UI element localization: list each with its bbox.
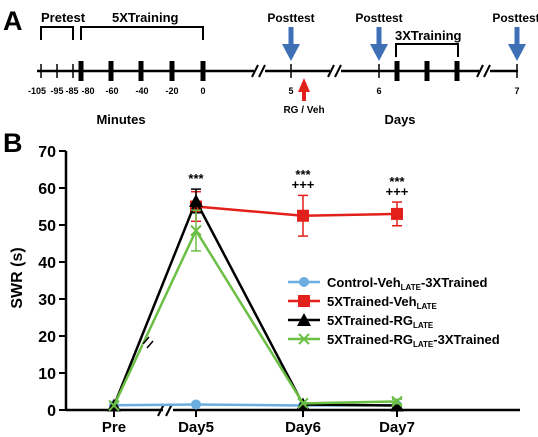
y-tick-label: 20: [38, 329, 56, 346]
drug-injection-arrow: RG / Veh: [283, 78, 325, 116]
significance-mark: ***: [188, 171, 204, 186]
x-tick-label: Day6: [285, 419, 321, 436]
tick-label: -40: [135, 86, 148, 96]
data-point: [391, 207, 403, 220]
significance-mark: ***: [389, 174, 405, 189]
tick-label: 7: [514, 86, 519, 96]
tick-label: -80: [81, 86, 94, 96]
posttest-arrow-day6: Posttest: [355, 11, 403, 61]
series-1: [190, 190, 403, 237]
legend-marker: [299, 277, 309, 287]
line-break-gap: [142, 336, 154, 348]
legend-label: 5XTrained-RGLATE: [327, 313, 434, 330]
data-point: [108, 399, 120, 412]
y-tick-label: 70: [38, 144, 56, 161]
retraining-label: 3XTraining: [395, 28, 462, 43]
legend-marker: [298, 295, 310, 307]
series-line: [112, 227, 398, 407]
tick-label: 0: [200, 86, 205, 96]
tick-label: -20: [165, 86, 178, 96]
significance-mark: +++: [292, 177, 315, 192]
legend-label: Control-VehLATE-3XTrained: [327, 275, 487, 292]
x-tick-label: Day5: [178, 419, 214, 436]
significance-annotations: *** ***+++ ***+++: [188, 167, 408, 199]
posttest-label: Posttest: [355, 11, 402, 25]
x-tick-label: Pre: [102, 419, 126, 436]
line-break-mark: [146, 340, 154, 349]
posttest-label: Posttest: [492, 11, 538, 25]
x-marker-stroke: [190, 224, 202, 237]
panel-a-label: A: [3, 6, 23, 36]
x-axis-break-mark: [165, 403, 173, 417]
timeline-day-labels: 5 6 7: [288, 86, 519, 96]
timeline-panel: Pretest 5XTraining 3XTraining: [28, 10, 538, 127]
legend: Control-VehLATE-3XTrained 5XTrained-VehLA…: [288, 275, 500, 349]
y-ticks: 0 10 20 30 40 50 60 70: [38, 144, 66, 420]
significance-mark: +++: [386, 184, 409, 199]
series-line: [112, 197, 398, 407]
legend-marker: [298, 333, 310, 345]
legend-marker: [297, 313, 311, 326]
y-axis-label: SWR (s): [9, 247, 26, 308]
posttest-arrow-day5: Posttest: [267, 11, 315, 61]
timeline-break: [251, 64, 491, 78]
y-tick-label: 40: [38, 255, 56, 272]
y-tick-label: 60: [38, 181, 56, 198]
data-point: [297, 209, 309, 222]
retraining-bracket: [395, 43, 459, 57]
tick-label: -95: [50, 86, 63, 96]
legend-label: 5XTrained-VehLATE: [327, 294, 438, 311]
data-point: [391, 395, 403, 408]
timeline-minute-labels: -105 -95 -85 -80 -60 -40 -20 0: [28, 86, 206, 96]
pretest-label: Pretest: [41, 10, 86, 25]
data-point: [297, 397, 309, 410]
posttest-label: Posttest: [267, 11, 314, 25]
x-marker-stroke: [108, 399, 120, 412]
tick-label: 5: [288, 86, 293, 96]
x-marker-stroke: [298, 333, 310, 345]
y-tick-label: 30: [38, 292, 56, 309]
timeline-session-ticks: [78, 61, 460, 81]
series-3: [108, 209, 403, 412]
legend-label: 5XTrained-RGLATE-3XTrained: [327, 332, 500, 349]
x-tick-label: Day7: [379, 419, 415, 436]
x-ticks: Pre Day5 Day6 Day7: [102, 410, 415, 436]
line-break-mark: [142, 336, 150, 345]
drug-label: RG / Veh: [283, 105, 324, 116]
minutes-label: Minutes: [96, 112, 145, 127]
training-label: 5XTraining: [112, 10, 179, 25]
data-point: [189, 193, 203, 207]
tick-label: -85: [65, 86, 78, 96]
x-axis-break-mark: [157, 403, 165, 417]
tick-label: 6: [376, 86, 381, 96]
x-marker-stroke: [297, 397, 309, 410]
y-tick-label: 10: [38, 366, 56, 383]
days-label: Days: [384, 112, 415, 127]
significance-mark: ***: [295, 167, 311, 182]
panel-b-label: B: [3, 128, 23, 158]
timeline-minor-ticks: [40, 64, 518, 78]
series-line: [195, 205, 398, 218]
series-layer: [107, 188, 404, 412]
y-tick-label: 50: [38, 218, 56, 235]
data-point: [390, 398, 404, 412]
data-point: [191, 399, 201, 410]
data-point: [190, 224, 202, 237]
y-tick-label: 0: [47, 403, 56, 420]
tick-label: -60: [105, 86, 118, 96]
pretest-bracket: [40, 26, 74, 40]
x-marker-stroke: [391, 395, 403, 408]
posttest-arrow-day7: Posttest: [492, 11, 538, 61]
training-bracket: [80, 26, 204, 40]
tick-label: -105: [28, 86, 46, 96]
